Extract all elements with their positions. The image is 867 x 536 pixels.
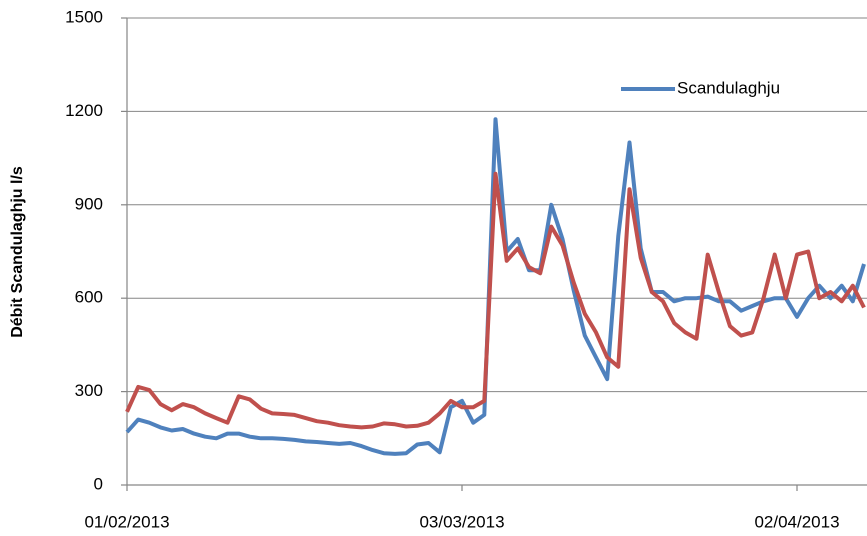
x-tick-label: 03/03/2013 xyxy=(419,512,504,531)
x-tick-label: 01/02/2013 xyxy=(84,512,169,531)
y-tick-label: 1200 xyxy=(65,101,103,120)
series-line xyxy=(125,171,866,430)
y-axis-label: Débit Scandulaghju l/s xyxy=(9,166,26,338)
y-tick-label: 1500 xyxy=(65,7,103,26)
series-line xyxy=(125,117,866,456)
y-tick-label: 300 xyxy=(75,381,103,400)
y-tick-label: 0 xyxy=(94,474,103,493)
legend-label: Scandulaghju xyxy=(677,78,780,97)
x-tick-label: 02/04/2013 xyxy=(754,512,839,531)
y-tick-label: 600 xyxy=(75,288,103,307)
y-tick-label: 900 xyxy=(75,194,103,213)
